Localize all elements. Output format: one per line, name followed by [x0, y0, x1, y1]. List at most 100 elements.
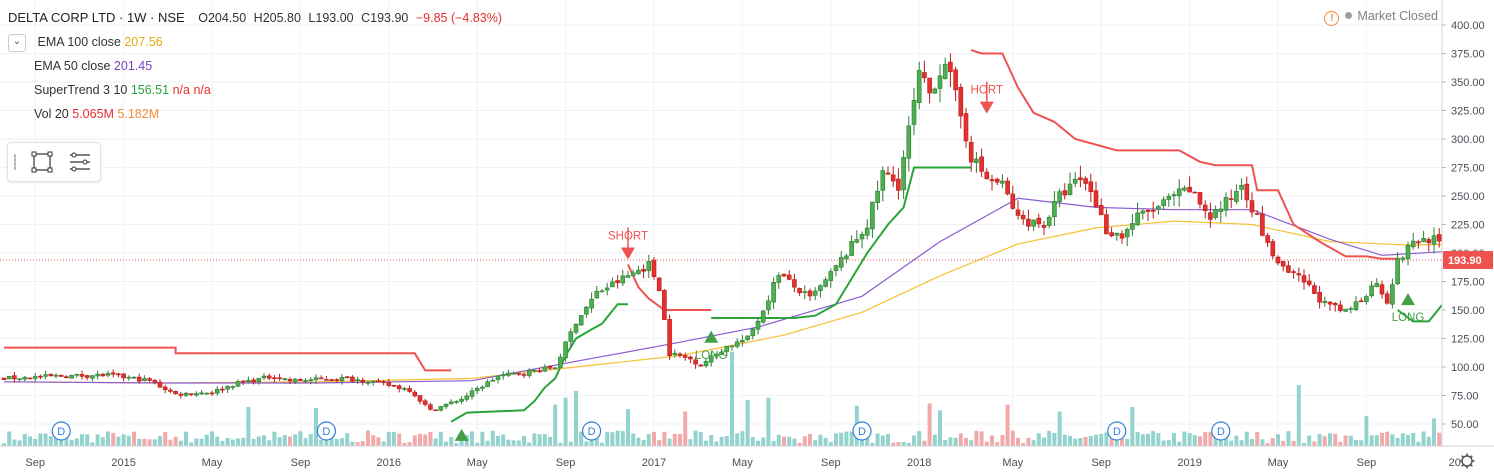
price-tick-label: 375.00	[1451, 49, 1485, 61]
candle-body	[953, 69, 958, 91]
candle-body	[922, 72, 927, 79]
volume-bar	[1286, 431, 1291, 446]
candle-body	[69, 374, 74, 379]
volume-bar	[620, 431, 625, 446]
volume-bar	[215, 436, 220, 446]
volume-bar	[433, 438, 438, 446]
candle-body	[1078, 177, 1083, 181]
symbol-title[interactable]: DELTA CORP LTD · 1W · NSE	[8, 10, 185, 25]
candle-body	[771, 282, 776, 303]
short-arrow	[621, 247, 635, 260]
volume-bar	[568, 441, 573, 446]
candle-body	[1426, 239, 1432, 244]
volume-bar	[184, 431, 188, 446]
volume-bar	[1437, 432, 1442, 446]
legend-volume[interactable]: Vol 20 5.065M 5.182M	[8, 104, 506, 128]
candle-body	[1260, 213, 1265, 236]
volume-bar	[600, 442, 604, 446]
volume-label: Vol 20	[34, 107, 69, 121]
ema50-path	[3, 197, 1450, 384]
list-settings-icon[interactable]	[66, 148, 94, 176]
volume-bar	[730, 351, 734, 446]
volume-bar	[1244, 431, 1249, 446]
candle-body	[1052, 200, 1057, 218]
volume-bar	[111, 432, 116, 446]
candle-body	[204, 392, 210, 395]
price-tick-label: 225.00	[1451, 220, 1485, 232]
candle-body	[521, 374, 527, 376]
candle-body	[890, 174, 896, 182]
rectangle-tool-icon[interactable]	[28, 148, 56, 176]
volume-bar	[1192, 435, 1197, 446]
dividend-marker	[1211, 421, 1231, 441]
candle-body	[854, 239, 860, 243]
legend-ema100[interactable]: ⌄ EMA 100 close 207.56	[8, 32, 506, 56]
volume-bar	[1432, 418, 1436, 446]
volume-bar	[532, 433, 537, 446]
long-arrow	[1401, 293, 1415, 306]
time-tick-label: Sep	[1357, 457, 1377, 469]
warning-icon[interactable]: !	[1324, 11, 1340, 26]
volume-bar	[236, 438, 240, 446]
volume-bar	[1031, 440, 1036, 446]
candle-body	[656, 277, 662, 292]
candle-body	[547, 366, 553, 369]
volume-bar	[1421, 431, 1426, 446]
candle-body	[672, 352, 678, 356]
candle-body	[396, 385, 402, 390]
volume-bar	[792, 438, 797, 446]
market-status[interactable]: ! Market Closed	[1324, 9, 1438, 26]
volume-bar	[355, 442, 360, 446]
candle-body	[282, 378, 288, 380]
volume-bar	[225, 437, 230, 446]
long-label: LONG	[1392, 312, 1425, 324]
candle-body	[1228, 198, 1234, 200]
volume-bar	[875, 433, 880, 446]
volume-bar	[548, 436, 552, 446]
volume-bar	[95, 434, 100, 446]
candle-body	[906, 125, 912, 159]
volume-bar	[657, 440, 662, 446]
settings-gear-tooth	[1461, 463, 1465, 467]
volume-bar	[917, 431, 922, 446]
legend-ema50[interactable]: EMA 50 close 201.45	[8, 56, 506, 80]
candle-body	[1244, 183, 1250, 201]
chevron-down-icon[interactable]: ⌄	[8, 33, 26, 52]
candle-body	[714, 353, 719, 357]
volume-bar	[1317, 434, 1322, 446]
candle-body	[324, 379, 329, 381]
volume-bar	[444, 441, 448, 446]
volume-bar	[1281, 440, 1286, 446]
volume-bar	[1380, 432, 1384, 446]
time-tick-label: 2019	[1177, 457, 1201, 469]
candle-body	[516, 373, 522, 375]
candle-body	[968, 141, 974, 163]
candle-body	[266, 375, 272, 379]
time-tick-label: Sep	[556, 457, 576, 469]
time-tick-label: Sep	[291, 457, 311, 469]
volume-bar	[438, 431, 443, 446]
legend-supertrend[interactable]: SuperTrend 3 10 156.51 n/a n/a	[8, 80, 506, 104]
volume-bar	[626, 409, 630, 446]
candle-body	[1161, 199, 1166, 206]
volume-bar	[901, 442, 906, 446]
volume-bar	[1203, 432, 1208, 446]
candle-body	[994, 178, 1000, 183]
volume-bar	[693, 430, 698, 446]
last-price-tag	[1443, 250, 1493, 269]
volume-bar	[896, 442, 901, 446]
candle-body	[844, 255, 849, 260]
candle-body	[1130, 223, 1135, 230]
candle-body	[339, 377, 345, 382]
candle-body	[979, 156, 984, 172]
candle-body	[693, 359, 698, 365]
candle-body	[667, 319, 672, 356]
volume-bar	[672, 433, 677, 446]
volume-bar	[776, 434, 781, 446]
close-value: C193.90	[361, 11, 409, 25]
volume-bar	[719, 436, 724, 446]
drag-grip-icon[interactable]	[14, 154, 16, 170]
